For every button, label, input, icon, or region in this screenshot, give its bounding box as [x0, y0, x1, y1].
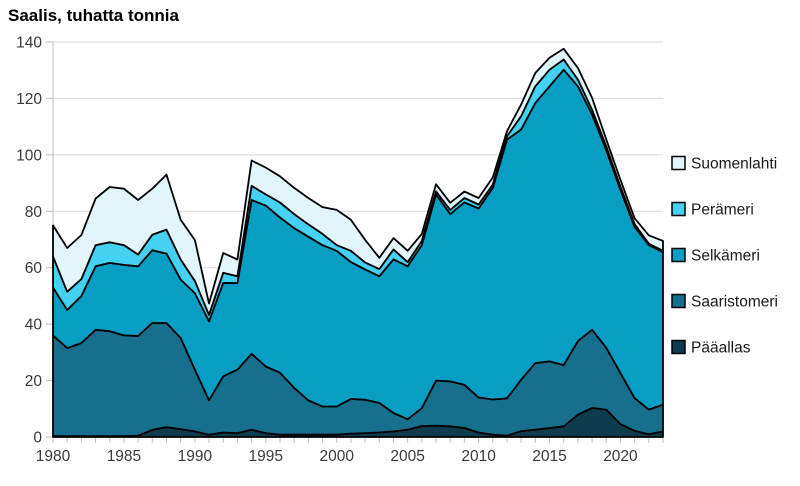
- chart-title: Saalis, tuhatta tonnia: [8, 6, 179, 25]
- legend-label-suomenlahti: Suomenlahti: [691, 156, 777, 173]
- y-axis-label: 60: [25, 260, 43, 277]
- y-axis-label: 40: [25, 317, 43, 334]
- y-axis-label: 0: [33, 430, 42, 447]
- x-axis-label: 2000: [319, 448, 354, 465]
- y-axis-label: 140: [16, 35, 42, 52]
- legend-label-selkameri: Selkämeri: [691, 248, 760, 265]
- legend-swatch-paaallas: [671, 339, 686, 355]
- area-suomenlahti: [52, 47, 664, 316]
- legend-swatch-selkameri: [671, 247, 686, 263]
- legend-swatch-saaristomeri: [671, 293, 686, 309]
- x-axis-label: 1995: [249, 448, 283, 465]
- x-axis-label: 1990: [178, 448, 213, 465]
- x-axis-label: 2015: [532, 448, 566, 465]
- x-axis-label: 1980: [36, 448, 71, 465]
- legend-swatch-perameri: [671, 201, 686, 217]
- y-axis-label: 100: [16, 147, 42, 164]
- y-axis-label: 120: [16, 91, 42, 108]
- legend-label-perameri: Perämeri: [691, 202, 754, 219]
- y-axis-label: 20: [25, 373, 43, 390]
- legend-swatch-suomenlahti: [671, 155, 686, 171]
- legend-label-saaristomeri: Saaristomeri: [691, 294, 778, 311]
- x-axis-label: 2020: [603, 448, 638, 465]
- x-axis-label: 1985: [107, 448, 141, 465]
- legend-label-paaallas: Pääallas: [691, 340, 751, 357]
- x-axis-label: 2010: [461, 448, 496, 465]
- x-axis-label: 2005: [390, 448, 424, 465]
- y-axis-label: 80: [25, 204, 43, 221]
